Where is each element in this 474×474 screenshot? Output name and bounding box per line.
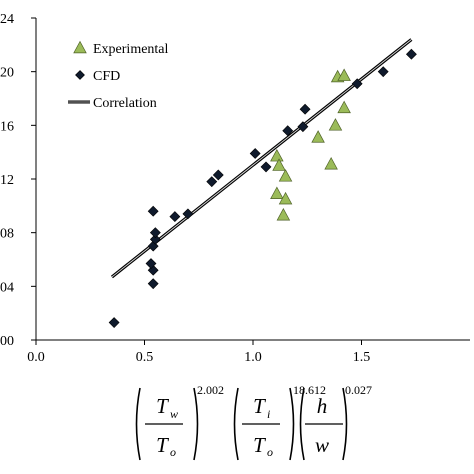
legend-label: CFD [93,69,120,84]
cfd-point [149,227,161,239]
x-tick-label: 1.0 [244,350,262,365]
formula-subscript: o [170,445,176,459]
x-tick-label: 0.5 [136,350,154,365]
cfd-point [182,208,194,220]
y-ticks: 00 04 08 12 16 20 24 [0,12,36,349]
formula-exponent: 2.002 [197,383,224,397]
cfd-point [145,258,157,269]
axes [35,18,470,341]
legend-label: Correlation [93,96,157,111]
y-tick-label: 08 [0,227,14,242]
cfd-point [147,278,159,290]
experimental-point [272,158,286,171]
legend: Experimental CFD Correlation [68,40,169,111]
cfd-point [299,103,311,115]
legend-cfd-symbol [75,70,85,80]
data-points [108,48,417,328]
formula-subscript: o [267,445,273,459]
cfd-point [206,176,218,188]
legend-label: Experimental [93,42,169,57]
x-tick-label: 0.0 [27,350,45,365]
cfd-point [260,161,272,173]
y-tick-label: 16 [0,119,14,134]
experimental-point [311,130,325,143]
experimental-point [278,169,293,182]
cfd-point [405,48,417,60]
formula-parenthesis [193,387,199,461]
experimental-point [278,191,293,205]
experimental-point [337,100,351,114]
formula-numerator: T [253,394,266,418]
experimental-point [270,148,284,162]
formula-exponent: 18.612 [293,383,326,397]
y-tick-label: 00 [0,334,14,349]
cfd-point [351,78,363,90]
cfd-point [212,169,224,181]
experimental-point [270,186,284,199]
formula-parenthesis [289,387,295,461]
experimental-point [276,207,291,221]
experimental-point [337,68,351,81]
experimental-point [328,118,343,131]
legend-experimental-symbol [73,40,87,54]
cfd-point [282,125,294,137]
formula-denominator: w [315,433,329,457]
y-tick-label: 04 [0,280,14,295]
y-tick-label: 12 [0,173,14,188]
formula-subscript: i [267,407,270,421]
cfd-point [169,211,181,222]
formula-denominator: T [156,433,169,457]
formula-parenthesis [135,387,141,461]
x-ticks: 0.0 0.5 1.0 1.5 [27,340,370,365]
formula-exponent: 0.027 [345,383,372,397]
formula-parenthesis [299,387,305,461]
cfd-point [297,121,309,133]
formula-numerator: T [156,394,169,418]
correlation-series [110,38,413,279]
cfd-point [147,205,159,217]
experimental-point [324,157,338,170]
formula-denominator: T [253,433,266,457]
cfd-point [249,148,261,159]
y-tick-label: 20 [0,66,14,81]
cfd-point [108,317,120,328]
correlation-line-inner [111,39,412,278]
formula-subscript: w [170,407,178,421]
formula-parenthesis [342,387,348,461]
y-tick-label: 24 [0,12,14,27]
formula-parenthesis [233,387,239,461]
formula-numerator: h [317,394,328,418]
x-tick-label: 1.5 [353,350,371,365]
cfd-point [377,66,389,78]
cfd-point [149,233,161,245]
